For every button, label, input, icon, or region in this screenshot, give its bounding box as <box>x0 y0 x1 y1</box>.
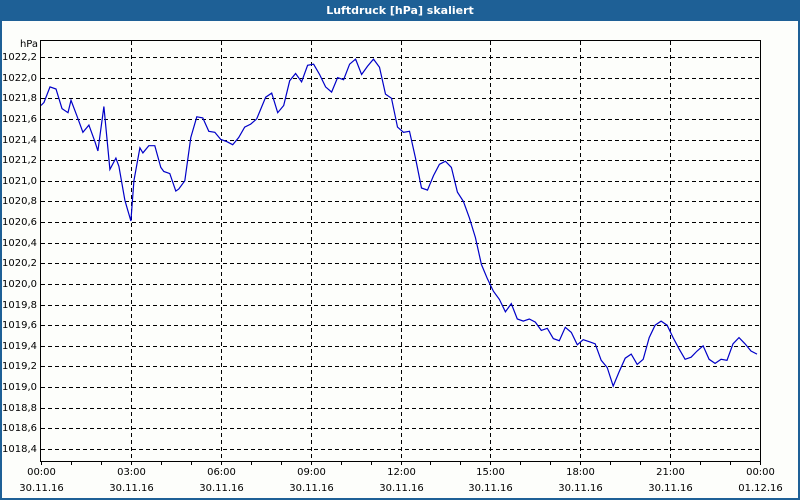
x-tick-label: 00:00 30.11.16 <box>12 465 72 496</box>
x-tick-label: 09:00 30.11.16 <box>282 465 342 496</box>
window-title: Luftdruck [hPa] skaliert <box>0 0 800 21</box>
y-tick-label: 1021,4 <box>2 134 37 146</box>
y-tick-label: 1019,4 <box>2 340 37 352</box>
x-tick-time: 21:00 <box>656 467 685 478</box>
x-tick-time: 09:00 <box>297 467 326 478</box>
y-axis-unit-label: hPa <box>19 39 38 50</box>
x-tick-label: 06:00 30.11.16 <box>192 465 252 496</box>
y-tick-label: 1022,0 <box>2 72 37 84</box>
grid-lines <box>41 41 760 461</box>
y-tick-label: 1020,6 <box>2 216 37 228</box>
plot-frame <box>40 40 761 462</box>
x-tick-date: 30.11.16 <box>289 483 334 494</box>
y-tick-label: 1018,6 <box>2 422 37 434</box>
y-tick-label: 1019,0 <box>2 381 37 393</box>
x-tick-label: 21:00 30.11.16 <box>641 465 701 496</box>
y-tick-label: 1019,2 <box>2 360 37 372</box>
x-axis-ticks <box>41 461 761 465</box>
y-tick-label: 1020,8 <box>2 195 37 207</box>
x-tick-date: 30.11.16 <box>558 483 603 494</box>
x-tick-label: 18:00 30.11.16 <box>551 465 611 496</box>
y-tick-label: 1019,6 <box>2 319 37 331</box>
x-tick-time: 12:00 <box>387 467 416 478</box>
x-tick-label: 12:00 30.11.16 <box>372 465 432 496</box>
y-tick-label: 1022,2 <box>2 51 37 63</box>
y-tick-label: 1019,8 <box>2 299 37 311</box>
pressure-line <box>40 58 758 388</box>
y-tick-label: 1021,2 <box>2 154 37 166</box>
y-tick-label: 1018,4 <box>2 443 37 455</box>
x-tick-label: 00:00 01.12.16 <box>731 465 791 496</box>
y-tick-label: 1021,6 <box>2 113 37 125</box>
x-tick-label: 03:00 30.11.16 <box>102 465 162 496</box>
x-tick-time: 15:00 <box>476 467 505 478</box>
x-tick-label: 15:00 30.11.16 <box>461 465 521 496</box>
x-tick-date: 30.11.16 <box>379 483 424 494</box>
x-tick-date: 30.11.16 <box>199 483 244 494</box>
x-tick-time: 18:00 <box>566 467 595 478</box>
x-tick-time: 00:00 <box>746 467 775 478</box>
x-tick-date: 30.11.16 <box>109 483 154 494</box>
y-tick-label: 1020,2 <box>2 257 37 269</box>
y-tick-label: 1018,8 <box>2 402 37 414</box>
y-tick-label: 1021,0 <box>2 175 37 187</box>
x-tick-time: 00:00 <box>27 467 56 478</box>
y-tick-label: 1020,0 <box>2 278 37 290</box>
x-tick-date: 30.11.16 <box>648 483 693 494</box>
x-tick-date: 30.11.16 <box>19 483 64 494</box>
x-tick-date: 30.11.16 <box>468 483 513 494</box>
y-tick-label: 1020,4 <box>2 237 37 249</box>
y-tick-label: 1021,8 <box>2 92 37 104</box>
x-tick-time: 03:00 <box>117 467 146 478</box>
x-tick-time: 06:00 <box>207 467 236 478</box>
x-tick-date: 01.12.16 <box>738 483 783 494</box>
